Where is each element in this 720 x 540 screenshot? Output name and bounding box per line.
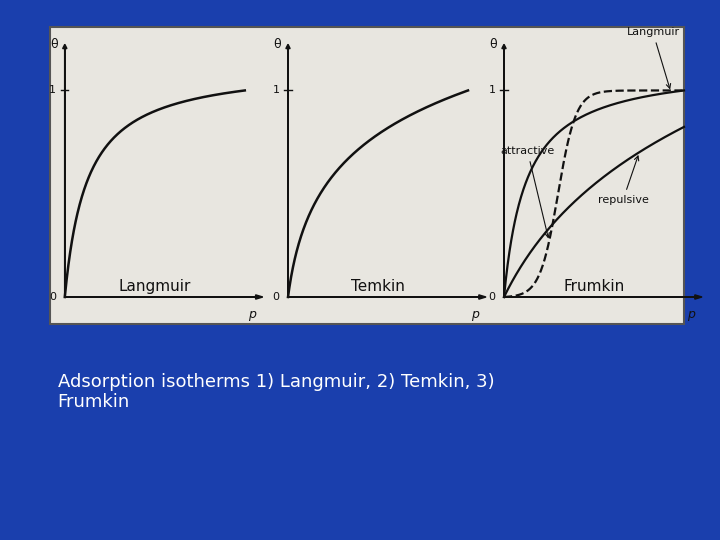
Text: θ: θ [490,38,497,51]
Text: θ: θ [274,38,281,51]
Text: Langmuir: Langmuir [626,28,680,89]
Text: Langmuir: Langmuir [119,279,191,294]
Text: 1: 1 [49,85,56,96]
Text: θ: θ [50,38,58,51]
Text: 1: 1 [272,85,279,96]
Text: 0: 0 [49,292,56,302]
Text: 1: 1 [488,85,495,96]
Text: p: p [248,308,256,321]
Text: Temkin: Temkin [351,279,405,294]
Text: Adsorption isotherms 1) Langmuir, 2) Temkin, 3)
Frumkin: Adsorption isotherms 1) Langmuir, 2) Tem… [58,373,494,411]
Text: repulsive: repulsive [598,156,649,205]
Text: 0: 0 [488,292,495,302]
Text: p: p [688,308,695,321]
Text: attractive: attractive [500,146,554,238]
Text: p: p [472,308,479,321]
Text: 0: 0 [272,292,279,302]
Text: Frumkin: Frumkin [563,279,625,294]
